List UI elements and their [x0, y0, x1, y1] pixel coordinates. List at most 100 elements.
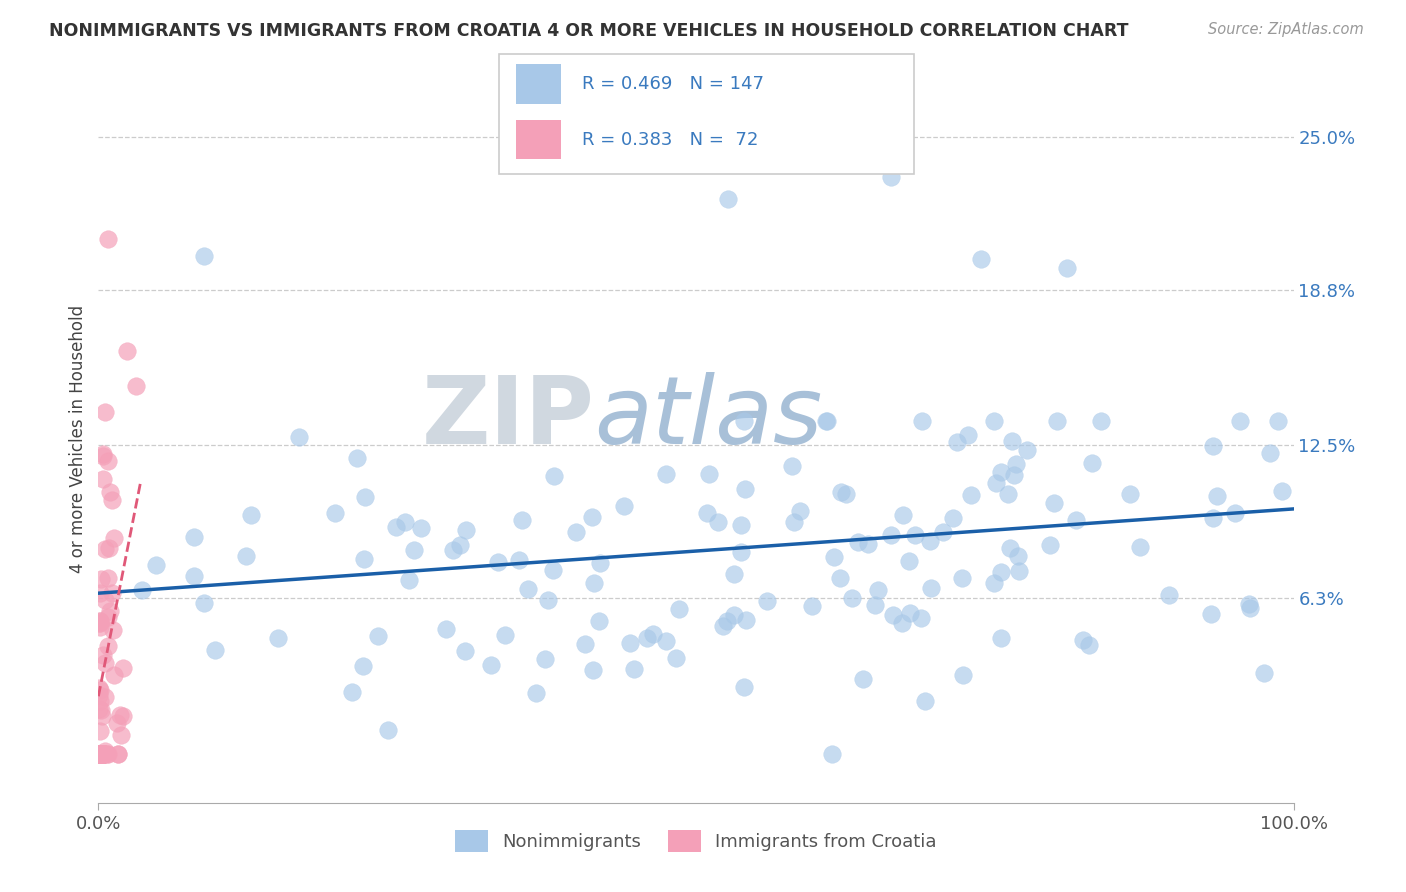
Point [990, 631, 1012, 645]
Point [734, 482, 756, 496]
Point [434, 622, 457, 636]
Point [89, 723, 111, 738]
Point [986, 476, 1008, 491]
Point [589, 557, 612, 571]
Point [1005, 457, 1028, 471]
Point [641, 627, 664, 641]
Point [89, 620, 111, 634]
Point [89, 702, 111, 716]
Point [90, 573, 112, 587]
Point [733, 680, 755, 694]
Point [384, 519, 406, 533]
Point [107, 747, 129, 761]
Point [1129, 540, 1152, 554]
Point [574, 637, 596, 651]
Point [755, 594, 778, 608]
Point [409, 521, 432, 535]
Point [723, 607, 745, 622]
Point [193, 249, 215, 263]
Point [346, 451, 368, 466]
Point [914, 694, 936, 708]
Point [89, 747, 111, 761]
Point [623, 662, 645, 676]
Point [90, 747, 112, 761]
Point [1043, 496, 1066, 510]
Point [97, 541, 120, 555]
Point [588, 615, 610, 629]
Point [830, 484, 852, 499]
Point [89, 614, 111, 628]
Point [1090, 414, 1112, 428]
Point [882, 607, 904, 622]
Point [543, 469, 565, 483]
Point [942, 511, 965, 525]
Point [950, 571, 973, 585]
Point [517, 582, 540, 596]
Text: ZIP: ZIP [422, 371, 595, 464]
Point [454, 644, 477, 658]
Point [582, 576, 605, 591]
Point [711, 619, 734, 633]
Point [96, 747, 118, 761]
Point [87, 747, 110, 761]
Point [508, 552, 530, 566]
Point [801, 599, 824, 613]
Point [352, 659, 374, 673]
Point [1081, 456, 1104, 470]
Point [441, 542, 464, 557]
Point [89, 747, 111, 761]
Point [1119, 487, 1142, 501]
Point [103, 532, 125, 546]
Point [367, 629, 389, 643]
Point [101, 623, 124, 637]
Point [97, 610, 120, 624]
Point [98, 485, 121, 500]
Point [898, 606, 921, 620]
Point [94, 542, 117, 557]
Point [394, 516, 416, 530]
Point [1258, 446, 1281, 460]
Point [952, 667, 974, 681]
Point [94, 592, 117, 607]
Point [957, 428, 980, 442]
Point [668, 601, 690, 615]
Point [93, 747, 115, 761]
Point [904, 528, 927, 542]
Point [655, 467, 678, 482]
Point [891, 616, 914, 631]
Point [717, 192, 740, 206]
Point [613, 500, 636, 514]
Point [91, 747, 114, 761]
Point [90, 747, 112, 761]
Point [1007, 549, 1029, 563]
Point [131, 582, 153, 597]
Point [89, 747, 111, 761]
Point [524, 686, 547, 700]
Point [115, 343, 138, 358]
Y-axis label: 4 or more Vehicles in Household: 4 or more Vehicles in Household [69, 305, 87, 574]
Point [112, 709, 135, 723]
Point [1056, 260, 1078, 275]
Point [87, 688, 110, 702]
Point [533, 652, 555, 666]
Point [990, 565, 1012, 579]
Point [1253, 666, 1275, 681]
Point [91, 747, 114, 761]
Text: NONIMMIGRANTS VS IMMIGRANTS FROM CROATIA 4 OR MORE VEHICLES IN HOUSEHOLD CORRELA: NONIMMIGRANTS VS IMMIGRANTS FROM CROATIA… [49, 22, 1129, 40]
Point [100, 492, 122, 507]
Point [125, 379, 148, 393]
Point [449, 538, 471, 552]
Point [101, 585, 124, 599]
Point [111, 660, 134, 674]
Point [863, 598, 886, 612]
Point [1237, 597, 1260, 611]
Point [655, 633, 678, 648]
Point [91, 747, 114, 761]
Point [103, 668, 125, 682]
Bar [516, 64, 561, 104]
Legend: Nonimmigrants, Immigrants from Croatia: Nonimmigrants, Immigrants from Croatia [449, 822, 943, 859]
Point [716, 614, 738, 628]
Point [110, 728, 132, 742]
Point [398, 573, 420, 587]
Bar [516, 120, 561, 160]
